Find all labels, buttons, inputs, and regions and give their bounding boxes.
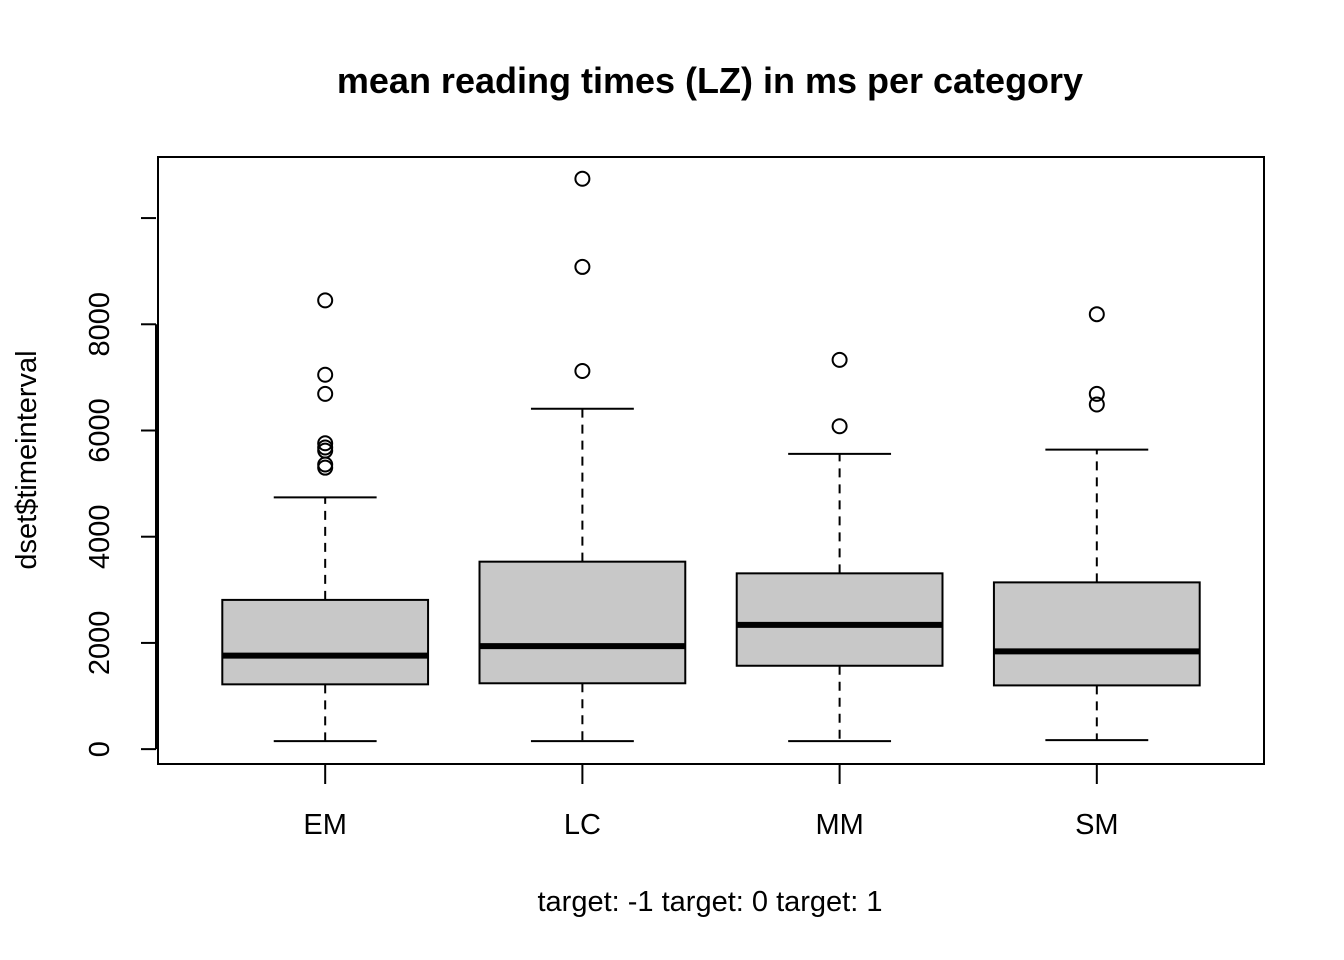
iqr-box — [221, 598, 430, 686]
outlier-point — [1088, 385, 1105, 402]
iqr-box — [478, 560, 687, 685]
outlier-point — [317, 435, 334, 452]
x-axis: EM LC MM SM — [303, 764, 1119, 841]
outlier-point — [574, 170, 591, 187]
outlier-point — [574, 258, 591, 275]
outlier-point — [831, 351, 848, 368]
outlier-point — [317, 292, 334, 309]
box-em — [221, 292, 430, 743]
outlier-point — [317, 385, 334, 402]
y-tick-label: 2000 — [84, 611, 116, 676]
box-lc — [478, 170, 687, 743]
iqr-box — [992, 581, 1201, 687]
x-tick-label: EM — [303, 809, 347, 841]
y-tick-label: 4000 — [84, 504, 116, 569]
y-tick-label: 6000 — [84, 398, 116, 463]
outlier-point — [1088, 306, 1105, 323]
outlier-point — [317, 459, 334, 476]
outlier-point — [317, 366, 334, 383]
y-tick-label: 8000 — [84, 292, 116, 357]
y-axis-label: dset$timeinterval — [11, 350, 43, 569]
outlier-point — [317, 456, 334, 473]
box-mm — [735, 351, 944, 743]
outlier-point — [574, 363, 591, 380]
y-axis: 0 2000 4000 6000 8000 — [84, 217, 157, 757]
x-tick-label: LC — [564, 809, 601, 841]
x-axis-label: target: -1 target: 0 target: 1 — [538, 886, 883, 918]
box-sm — [992, 306, 1201, 742]
x-tick-label: SM — [1075, 809, 1119, 841]
y-tick-label: 0 — [84, 741, 116, 757]
outlier-point — [1088, 396, 1105, 413]
iqr-box — [735, 572, 944, 667]
chart-title: mean reading times (LZ) in ms per catego… — [337, 60, 1083, 101]
x-tick-label: MM — [815, 809, 863, 841]
outlier-point — [831, 418, 848, 435]
plot-frame — [157, 156, 1265, 765]
boxes-group — [221, 170, 1201, 743]
